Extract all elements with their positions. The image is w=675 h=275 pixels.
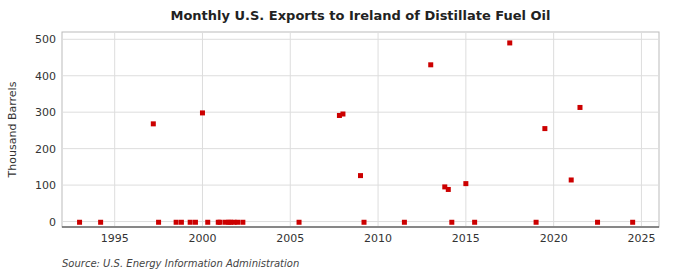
- x-tick-label: 1995: [101, 232, 129, 245]
- points: [77, 40, 635, 224]
- y-grid-line: [62, 112, 659, 113]
- point: [507, 40, 512, 45]
- chart: 0 100 200 300 400 500 1995 2000 2005 2010 2015 2020…: [0, 0, 675, 275]
- point: [463, 181, 468, 186]
- y-tick-label: 200: [35, 143, 56, 156]
- point: [569, 177, 574, 182]
- y-grid-line: [62, 148, 659, 149]
- point: [630, 220, 635, 225]
- y-tick-label: 500: [35, 33, 56, 46]
- point: [358, 173, 363, 178]
- x-grid-line: [641, 32, 642, 227]
- y-tick-label: 400: [35, 70, 56, 83]
- x-tick-label: 2005: [276, 232, 304, 245]
- x-grid-line: [202, 32, 203, 227]
- title: Monthly U.S. Exports to Ireland of Disti…: [170, 8, 550, 23]
- plot-frame: [62, 32, 659, 227]
- point: [151, 121, 156, 126]
- y-tick-label: 100: [35, 179, 56, 192]
- point: [297, 220, 302, 225]
- y-grid-line: [62, 185, 659, 186]
- grid: [62, 32, 659, 227]
- y-tick-label: 300: [35, 106, 56, 119]
- x-tick-label: 2020: [540, 232, 568, 245]
- point: [218, 220, 223, 225]
- x-grid-line: [290, 32, 291, 227]
- point: [235, 220, 240, 225]
- point: [156, 220, 161, 225]
- point: [577, 105, 582, 110]
- point: [472, 220, 477, 225]
- x-axis-line: [62, 227, 659, 228]
- axes: 0 100 200 300 400 500 1995 2000 2005 2010 2015 2020…: [35, 33, 659, 245]
- point: [200, 110, 205, 115]
- source-note: Source: U.S. Energy Information Administ…: [62, 258, 299, 269]
- y-axis-label: Thousand Barrels: [6, 81, 19, 178]
- point: [362, 220, 367, 225]
- y-grid-line: [62, 221, 659, 222]
- y-grid-line: [62, 75, 659, 76]
- x-grid-line: [465, 32, 466, 227]
- point: [193, 220, 198, 225]
- x-tick-label: 2025: [627, 232, 655, 245]
- x-grid-line: [114, 32, 115, 227]
- point: [77, 220, 82, 225]
- x-tick-label: 2010: [364, 232, 392, 245]
- point: [446, 187, 451, 192]
- x-grid-line: [553, 32, 554, 227]
- point: [98, 220, 103, 225]
- point: [542, 126, 547, 131]
- x-tick-label: 2000: [188, 232, 216, 245]
- y-grid-line: [62, 39, 659, 40]
- point: [174, 220, 179, 225]
- x-tick-label: 2015: [452, 232, 480, 245]
- y-tick-label: 0: [49, 216, 56, 229]
- point: [240, 220, 245, 225]
- point: [449, 220, 454, 225]
- point: [205, 220, 210, 225]
- point: [188, 220, 193, 225]
- point: [534, 220, 539, 225]
- x-grid-line: [378, 32, 379, 227]
- point: [402, 220, 407, 225]
- point: [340, 112, 345, 117]
- point: [179, 220, 184, 225]
- point: [595, 220, 600, 225]
- point: [428, 62, 433, 67]
